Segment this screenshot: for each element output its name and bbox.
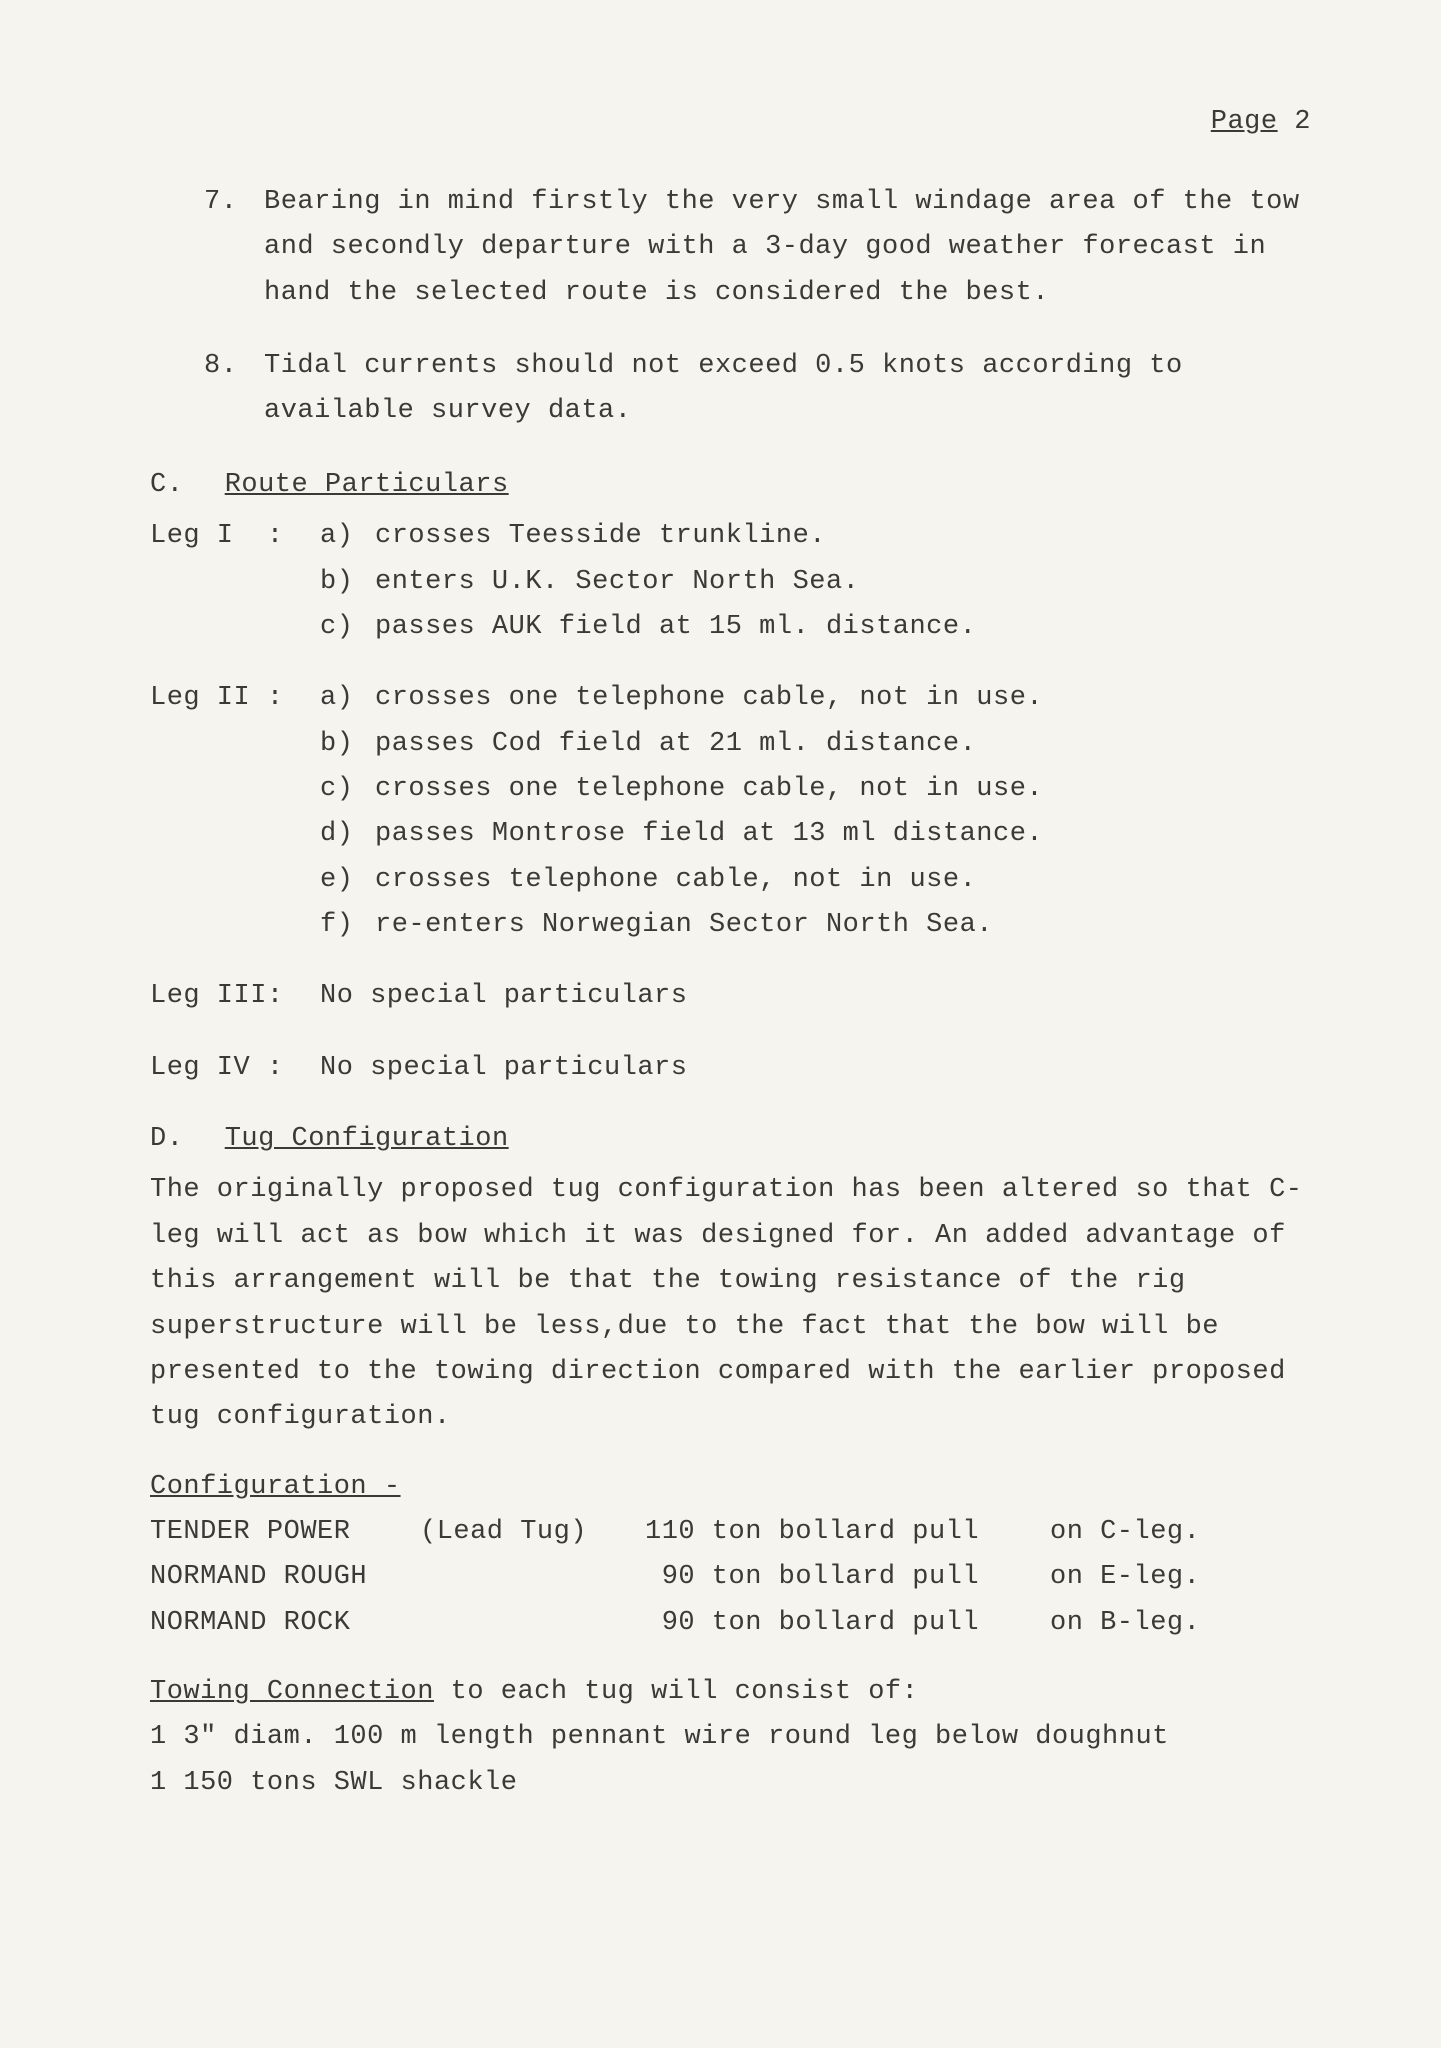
leg-row: c) passes AUK field at 15 ml. distance. [150,605,1311,650]
towing-line: 1 150 tons SWL shackle [150,1761,1311,1806]
leg-text: passes Cod field at 21 ml. distance. [375,722,1311,767]
leg-row: b) passes Cod field at 21 ml. distance. [150,722,1311,767]
page-number: Page 2 [1211,100,1311,145]
config-row: NORMAND ROUGH 90 ton bollard pull on E-l… [150,1555,1311,1600]
leg-letter: a) [320,676,375,721]
section-d-paragraph: The originally proposed tug configuratio… [150,1168,1311,1440]
page-number-value: 2 [1294,107,1311,137]
leg-letter: e) [320,858,375,903]
list-item: 7. Bearing in mind firstly the very smal… [182,180,1311,316]
leg-text: passes Montrose field at 13 ml distance. [375,812,1311,857]
section-c-heading: C. Route Particulars [150,463,1311,508]
configuration-title: Configuration - [150,1472,401,1502]
leg-label-spacer [150,903,320,948]
leg-letter: a) [320,514,375,559]
tug-pull: 90 ton bollard pull [645,1555,1050,1600]
tug-role: (Lead Tug) [420,1510,645,1555]
section-title: Tug Configuration [225,1124,509,1154]
leg-text: No special particulars [320,1046,1311,1091]
leg-letter: d) [320,812,375,857]
leg-label: Leg II : [150,676,320,721]
leg-text: re-enters Norwegian Sector North Sea. [375,903,1311,948]
leg-label-spacer [150,560,320,605]
leg-text: No special particulars [320,974,1311,1019]
leg-letter: c) [320,767,375,812]
page-number-label: Page [1211,107,1278,137]
numbered-list: 7. Bearing in mind firstly the very smal… [182,180,1311,435]
configuration-table: TENDER POWER (Lead Tug) 110 ton bollard … [150,1510,1311,1646]
leg-letter: b) [320,560,375,605]
tug-leg: on E-leg. [1050,1555,1250,1600]
towing-tail: to each tug will consist of: [434,1677,918,1707]
tug-pull: 110 ton bollard pull [645,1510,1050,1555]
leg-row: c) crosses one telephone cable, not in u… [150,767,1311,812]
leg-row: b) enters U.K. Sector North Sea. [150,560,1311,605]
leg-text: crosses Teesside trunkline. [375,514,1311,559]
leg-text: enters U.K. Sector North Sea. [375,560,1311,605]
leg-letter: c) [320,605,375,650]
leg-row: Leg I : a) crosses Teesside trunkline. [150,514,1311,559]
leg-label: Leg IV : [150,1046,320,1091]
tug-role [420,1601,645,1646]
leg-text: crosses telephone cable, not in use. [375,858,1311,903]
config-row: NORMAND ROCK 90 ton bollard pull on B-le… [150,1601,1311,1646]
item-number: 8. [182,344,264,435]
tug-role [420,1555,645,1600]
tug-name: TENDER POWER [150,1510,420,1555]
tug-name: NORMAND ROCK [150,1601,420,1646]
config-row: TENDER POWER (Lead Tug) 110 ton bollard … [150,1510,1311,1555]
leg-text: passes AUK field at 15 ml. distance. [375,605,1311,650]
leg-letter: b) [320,722,375,767]
section-lead: C. [150,463,208,508]
document-page: Page 2 7. Bearing in mind firstly the ve… [0,0,1441,2048]
leg-label-spacer [150,722,320,767]
leg-row: e) crosses telephone cable, not in use. [150,858,1311,903]
page-content: 7. Bearing in mind firstly the very smal… [150,180,1311,1806]
leg-label: Leg I : [150,514,320,559]
leg-text: crosses one telephone cable, not in use. [375,676,1311,721]
leg-label-spacer [150,767,320,812]
leg-letter: f) [320,903,375,948]
tug-leg: on C-leg. [1050,1510,1250,1555]
leg-row: d) passes Montrose field at 13 ml distan… [150,812,1311,857]
leg-row: Leg II : a) crosses one telephone cable,… [150,676,1311,721]
item-number: 7. [182,180,264,316]
section-title: Route Particulars [225,470,509,500]
towing-title: Towing Connection [150,1677,434,1707]
leg-label-spacer [150,605,320,650]
leg-row: Leg IV : No special particulars [150,1046,1311,1091]
leg-text: crosses one telephone cable, not in use. [375,767,1311,812]
tug-name: NORMAND ROUGH [150,1555,420,1600]
leg-row: f) re-enters Norwegian Sector North Sea. [150,903,1311,948]
section-lead: D. [150,1117,208,1162]
leg-i: Leg I : a) crosses Teesside trunkline. b… [150,514,1311,650]
leg-label-spacer [150,858,320,903]
leg-ii: Leg II : a) crosses one telephone cable,… [150,676,1311,948]
item-text: Bearing in mind firstly the very small w… [264,180,1311,316]
leg-row: Leg III: No special particulars [150,974,1311,1019]
section-d-heading: D. Tug Configuration [150,1117,1311,1162]
leg-iii: Leg III: No special particulars [150,974,1311,1019]
configuration-heading: Configuration - [150,1465,1311,1510]
towing-heading: Towing Connection to each tug will consi… [150,1670,1311,1715]
item-text: Tidal currents should not exceed 0.5 kno… [264,344,1311,435]
list-item: 8. Tidal currents should not exceed 0.5 … [182,344,1311,435]
leg-iv: Leg IV : No special particulars [150,1046,1311,1091]
leg-label: Leg III: [150,974,320,1019]
leg-label-spacer [150,812,320,857]
tug-pull: 90 ton bollard pull [645,1601,1050,1646]
tug-leg: on B-leg. [1050,1601,1250,1646]
towing-line: 1 3" diam. 100 m length pennant wire rou… [150,1715,1311,1760]
